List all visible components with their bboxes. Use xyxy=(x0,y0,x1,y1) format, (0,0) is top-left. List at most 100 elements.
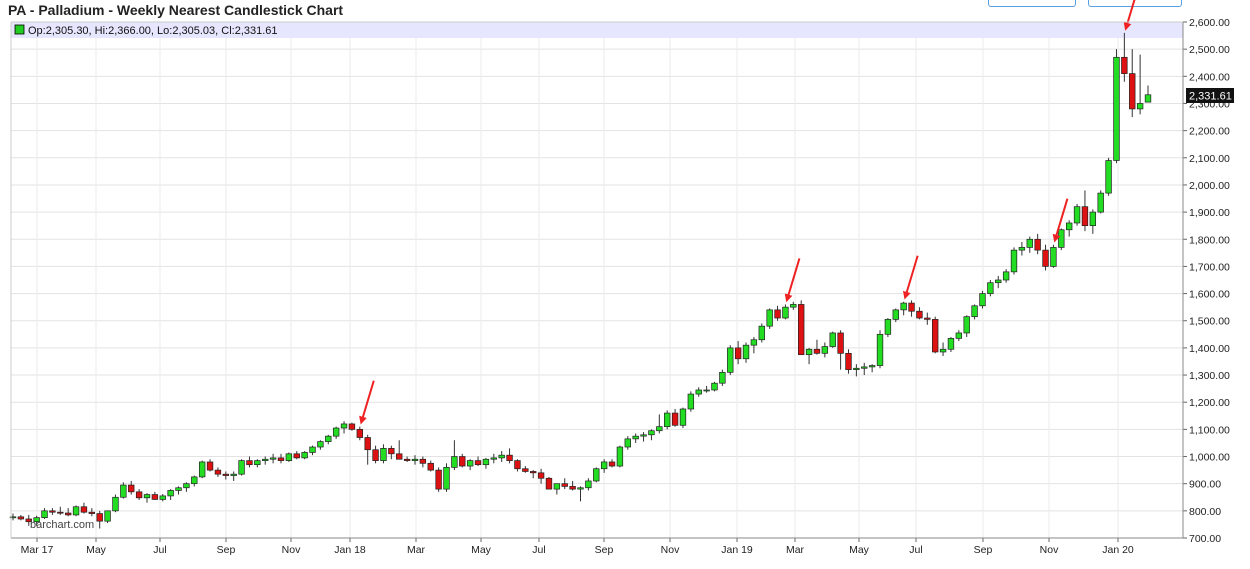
candle xyxy=(317,440,324,450)
annotation-arrow xyxy=(784,258,801,303)
candle-body xyxy=(774,309,781,319)
candle xyxy=(388,445,395,460)
x-tick-label: Mar xyxy=(786,544,805,556)
candle-body xyxy=(183,483,190,489)
candle-body xyxy=(955,332,963,339)
candle xyxy=(380,444,387,464)
y-tick-label: 1,200.00 xyxy=(1189,397,1230,409)
candle xyxy=(845,349,852,374)
candle-body xyxy=(947,338,955,350)
candle xyxy=(427,460,434,472)
candle-body xyxy=(198,461,206,478)
candle-body xyxy=(593,468,600,482)
candle xyxy=(325,434,332,445)
toolbar-button-right[interactable] xyxy=(1088,0,1182,7)
candle xyxy=(1136,54,1144,115)
candle xyxy=(348,422,356,431)
candle xyxy=(908,300,915,317)
x-tick-label: Jul xyxy=(532,544,545,556)
candle-body xyxy=(679,408,687,426)
candle-body xyxy=(1136,103,1144,110)
candle-body xyxy=(348,423,356,430)
candle-body xyxy=(41,510,48,518)
candle-body xyxy=(892,309,899,320)
x-tick-label: Jan 19 xyxy=(721,544,753,556)
y-tick-label: 1,800.00 xyxy=(1189,234,1230,246)
x-tick-label: May xyxy=(471,544,492,556)
legend-text: Op:2,305.30, Hi:2,366.00, Lo:2,305.03, C… xyxy=(28,25,278,37)
candle-body xyxy=(498,454,505,459)
candle xyxy=(301,451,308,460)
candle xyxy=(474,456,482,467)
candle xyxy=(939,342,947,357)
candle xyxy=(593,467,600,483)
candle xyxy=(128,480,135,495)
candle xyxy=(679,407,687,429)
candle-body xyxy=(9,516,17,519)
candle xyxy=(482,457,490,469)
x-tick-label: May xyxy=(86,544,107,556)
candle xyxy=(9,513,17,521)
candle xyxy=(143,493,151,503)
candle xyxy=(947,337,955,352)
candle-body xyxy=(222,473,230,476)
candle-body xyxy=(120,484,127,498)
candle xyxy=(829,331,836,348)
candle xyxy=(222,471,230,480)
y-tick-label: 1,700.00 xyxy=(1189,261,1230,273)
candle-body xyxy=(695,389,702,395)
candle xyxy=(727,345,734,376)
x-tick-label: Nov xyxy=(1040,544,1059,556)
candle-body xyxy=(876,333,884,366)
candle xyxy=(206,459,214,472)
candle xyxy=(790,301,797,310)
candle-body xyxy=(214,469,222,475)
candle-body xyxy=(104,510,111,522)
candle xyxy=(711,381,718,392)
candle xyxy=(135,489,143,500)
candle-body xyxy=(356,429,363,438)
x-tick-label: Sep xyxy=(595,544,614,556)
candle xyxy=(175,486,182,495)
candle xyxy=(577,486,584,502)
candle xyxy=(900,301,907,316)
candle-body xyxy=(112,496,119,512)
candle-body xyxy=(1034,238,1041,251)
candle xyxy=(238,459,245,476)
y-tick-label: 2,400.00 xyxy=(1189,71,1230,83)
candle-body xyxy=(206,461,214,471)
candle xyxy=(1089,209,1097,234)
chart-title: PA - Palladium - Weekly Nearest Candlest… xyxy=(8,2,344,18)
candle-body xyxy=(474,460,482,466)
candle-body xyxy=(325,435,332,442)
candle xyxy=(892,308,899,323)
candle-body xyxy=(33,517,40,523)
candle xyxy=(167,489,174,500)
candle xyxy=(656,414,663,434)
annotation-arrow xyxy=(359,380,375,425)
candle xyxy=(396,440,403,460)
candle-body xyxy=(340,423,348,429)
candle xyxy=(1042,244,1049,271)
candle xyxy=(411,455,419,465)
candle xyxy=(876,330,884,369)
candle xyxy=(285,452,293,462)
candle-body xyxy=(553,483,561,490)
x-tick-label: Nov xyxy=(661,544,680,556)
candle-body xyxy=(96,513,103,522)
candle xyxy=(364,434,371,465)
candle xyxy=(33,515,40,526)
candle xyxy=(112,494,119,513)
candle-body xyxy=(293,453,300,459)
candle-body xyxy=(656,426,663,432)
candle-body xyxy=(1018,247,1026,251)
candle xyxy=(530,470,537,479)
candle-body xyxy=(238,460,245,475)
toolbar-button-left[interactable] xyxy=(988,0,1076,7)
y-tick-label: 2,000.00 xyxy=(1189,180,1230,192)
candle-body xyxy=(443,467,450,490)
candle xyxy=(782,304,789,320)
candle-body xyxy=(711,382,718,391)
candle xyxy=(687,391,695,412)
